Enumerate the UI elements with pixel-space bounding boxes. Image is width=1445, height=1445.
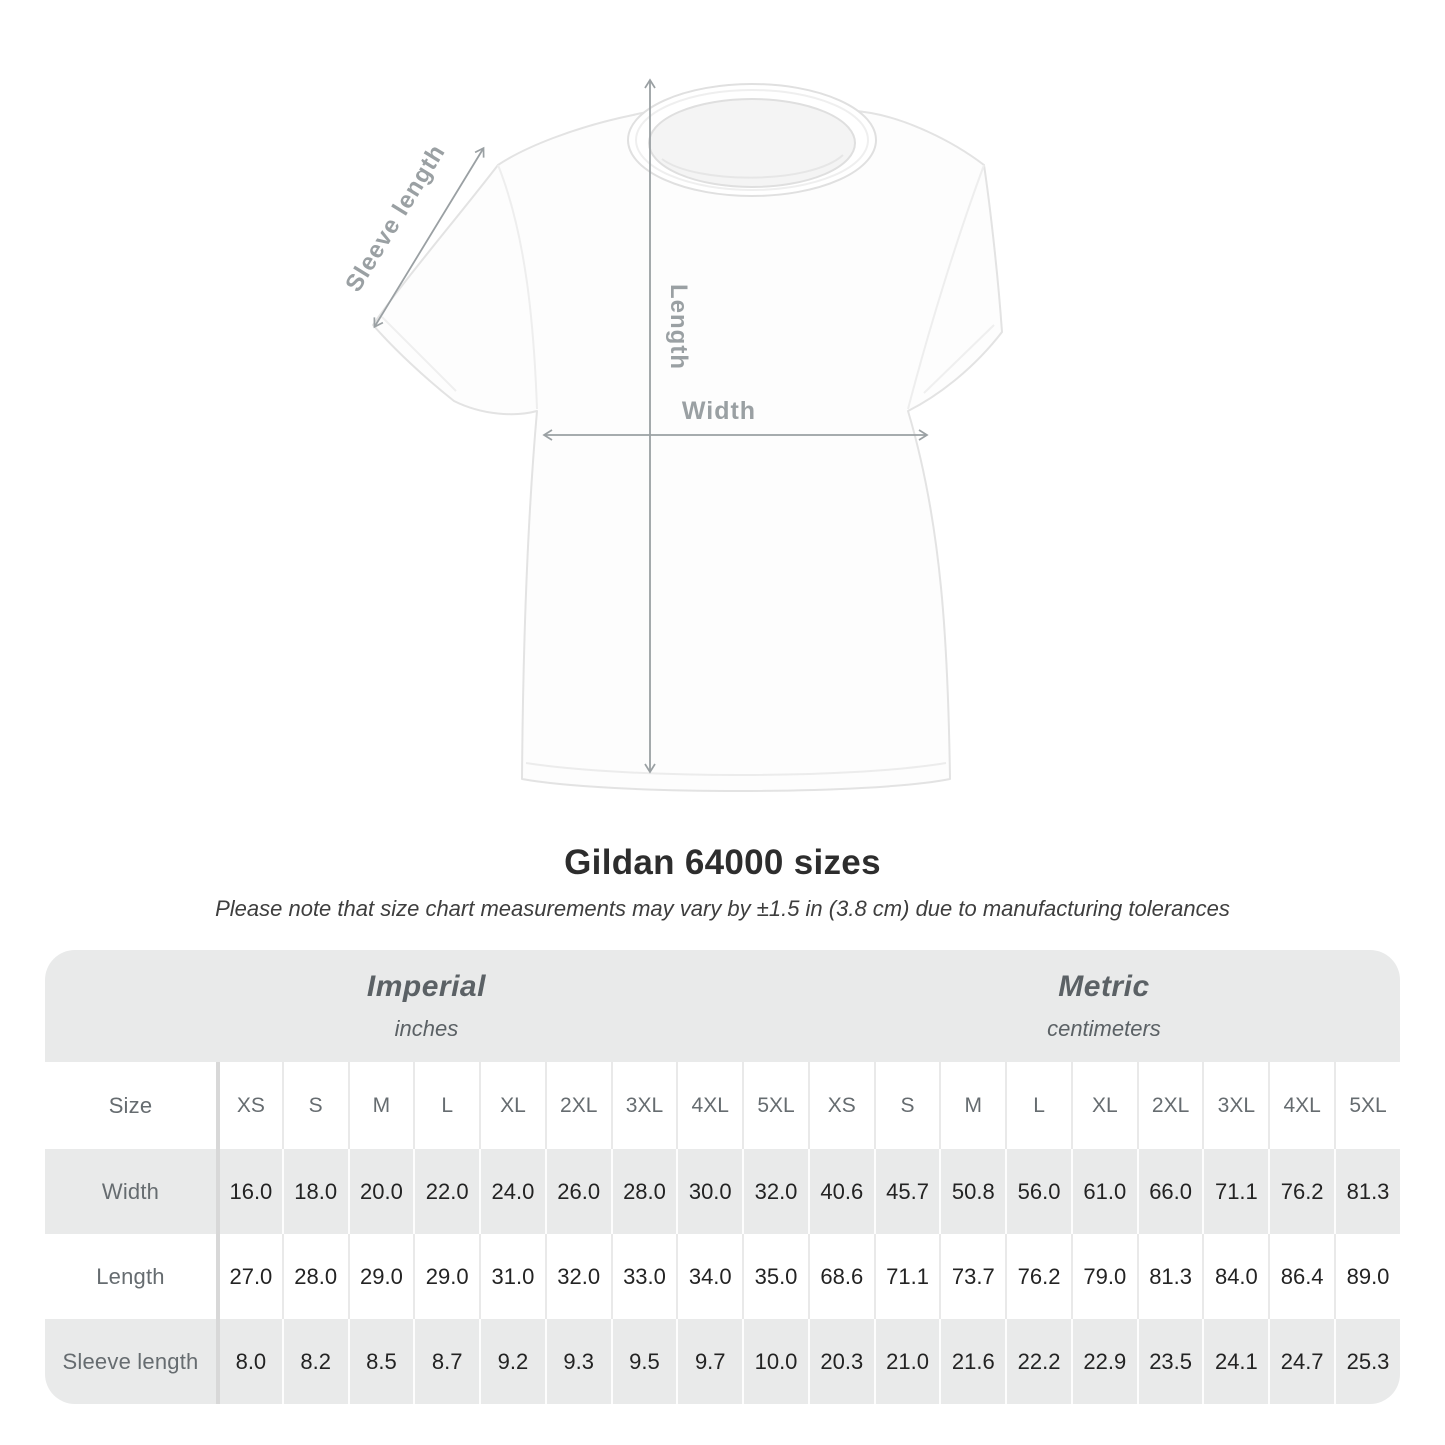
column-header: 2XL <box>1136 1062 1203 1149</box>
page-subtitle: Please note that size chart measurements… <box>215 896 1230 921</box>
column-header: 4XL <box>1268 1062 1335 1149</box>
measurement-value: 24.1 <box>1202 1319 1269 1404</box>
measurement-value: 28.0 <box>281 1234 348 1319</box>
measurement-value: 26.0 <box>544 1149 611 1234</box>
column-header: XS <box>216 1062 282 1149</box>
measurement-value: 45.7 <box>873 1149 940 1234</box>
measurement-value: 22.0 <box>413 1149 480 1234</box>
column-header: XS <box>807 1062 874 1149</box>
measurement-value: 10.0 <box>742 1319 808 1404</box>
measurement-row: Width 16.0 18.0 20.0 22.0 24.0 26.0 28.0 30.0 32.… <box>45 1149 1400 1234</box>
measurement-row: Length 27.0 28.0 29.0 29.0 31.0 32.0 33.0 34.0 35… <box>45 1234 1400 1319</box>
measurement-value: 29.0 <box>413 1234 480 1319</box>
measurement-value: 28.0 <box>610 1149 677 1234</box>
measurement-value: 9.3 <box>544 1319 611 1404</box>
column-header: XL <box>1070 1062 1137 1149</box>
measurement-value: 66.0 <box>1136 1149 1203 1234</box>
metric-band: Metric centimeters <box>807 950 1400 1062</box>
measurement-value: 81.3 <box>1136 1234 1203 1319</box>
metric-band-unit: centimeters <box>1047 1016 1161 1041</box>
measurement-value: 23.5 <box>1136 1319 1203 1404</box>
measurement-value: 27.0 <box>216 1234 282 1319</box>
measurement-value: 32.0 <box>742 1149 808 1234</box>
unit-header-row: Imperial inches Metric centimeters <box>45 950 1400 1062</box>
measurement-value: 29.0 <box>347 1234 414 1319</box>
tshirt-measurement-diagram: Sleeve length Length Width <box>340 78 1003 792</box>
row-label: Sleeve length <box>45 1319 216 1404</box>
measurement-value: 50.8 <box>939 1149 1006 1234</box>
measurement-value: 8.5 <box>347 1319 414 1404</box>
sleeve-length-arrow <box>373 146 485 329</box>
size-table: Imperial inches Metric centimeters Size … <box>45 950 1400 1404</box>
column-header: L <box>413 1062 480 1149</box>
measurement-value: 24.0 <box>479 1149 545 1234</box>
imperial-band: Imperial inches <box>45 950 808 1062</box>
measurement-value: 86.4 <box>1268 1234 1335 1319</box>
measurement-value: 40.6 <box>807 1149 874 1234</box>
size-row-label: Size <box>45 1062 216 1149</box>
measurement-value: 76.2 <box>1005 1234 1071 1319</box>
column-header: 3XL <box>610 1062 677 1149</box>
column-header: XL <box>479 1062 545 1149</box>
measurement-value: 20.0 <box>347 1149 414 1234</box>
measurement-value: 71.1 <box>1202 1149 1269 1234</box>
measurement-value: 20.3 <box>807 1319 874 1404</box>
imperial-band-unit: inches <box>394 1016 459 1041</box>
column-header: S <box>281 1062 348 1149</box>
imperial-band-title: Imperial <box>366 970 486 1003</box>
column-header: 5XL <box>742 1062 808 1149</box>
length-label: Length <box>665 284 692 370</box>
measurement-value: 79.0 <box>1070 1234 1137 1319</box>
column-header: 5XL <box>1334 1062 1400 1149</box>
row-label: Length <box>45 1234 216 1319</box>
measurement-value: 25.3 <box>1334 1319 1400 1404</box>
measurement-value: 61.0 <box>1070 1149 1137 1234</box>
measurement-value: 9.2 <box>479 1319 545 1404</box>
measurement-value: 9.5 <box>610 1319 677 1404</box>
row-label: Width <box>45 1149 216 1234</box>
measurement-value: 56.0 <box>1005 1149 1071 1234</box>
measurement-value: 8.7 <box>413 1319 480 1404</box>
column-header: 2XL <box>544 1062 611 1149</box>
metric-band-title: Metric <box>1058 970 1150 1003</box>
size-table-body: Imperial inches Metric centimeters Size … <box>45 950 1400 1404</box>
column-header: M <box>347 1062 414 1149</box>
measurement-value: 68.6 <box>807 1234 874 1319</box>
measurement-value: 18.0 <box>281 1149 348 1234</box>
column-header: 3XL <box>1202 1062 1269 1149</box>
measurement-value: 81.3 <box>1334 1149 1400 1234</box>
page-title: Gildan 64000 sizes <box>564 843 881 882</box>
measurement-value: 31.0 <box>479 1234 545 1319</box>
tshirt-illustration <box>372 83 1003 792</box>
column-header: L <box>1005 1062 1071 1149</box>
width-label: Width <box>682 397 756 425</box>
column-header: 4XL <box>676 1062 743 1149</box>
measurement-value: 24.7 <box>1268 1319 1335 1404</box>
measurement-value: 73.7 <box>939 1234 1006 1319</box>
measurement-arrows <box>373 78 929 774</box>
measurement-value: 22.9 <box>1070 1319 1137 1404</box>
measurement-value: 76.2 <box>1268 1149 1335 1234</box>
measurement-value: 9.7 <box>676 1319 743 1404</box>
measurement-value: 22.2 <box>1005 1319 1071 1404</box>
column-header: S <box>873 1062 940 1149</box>
measurement-value: 21.6 <box>939 1319 1006 1404</box>
measurement-value: 21.0 <box>873 1319 940 1404</box>
column-header: M <box>939 1062 1006 1149</box>
measurement-value: 84.0 <box>1202 1234 1269 1319</box>
measurement-value: 71.1 <box>873 1234 940 1319</box>
size-header-row: Size XS S M L XL 2XL 3XL 4XL 5XL XS S M L XL 2XL 3XL 4XL… <box>45 1062 1400 1149</box>
measurement-value: 33.0 <box>610 1234 677 1319</box>
measurement-value: 16.0 <box>216 1149 282 1234</box>
measurement-value: 34.0 <box>676 1234 743 1319</box>
measurement-value: 89.0 <box>1334 1234 1400 1319</box>
measurement-value: 30.0 <box>676 1149 743 1234</box>
measurement-value: 8.0 <box>216 1319 282 1404</box>
measurement-value: 8.2 <box>281 1319 348 1404</box>
measurement-value: 35.0 <box>742 1234 808 1319</box>
measurement-row: Sleeve length 8.0 8.2 8.5 8.7 9.2 9.3 9.5 9.7 10.… <box>45 1319 1400 1404</box>
measurement-value: 32.0 <box>544 1234 611 1319</box>
